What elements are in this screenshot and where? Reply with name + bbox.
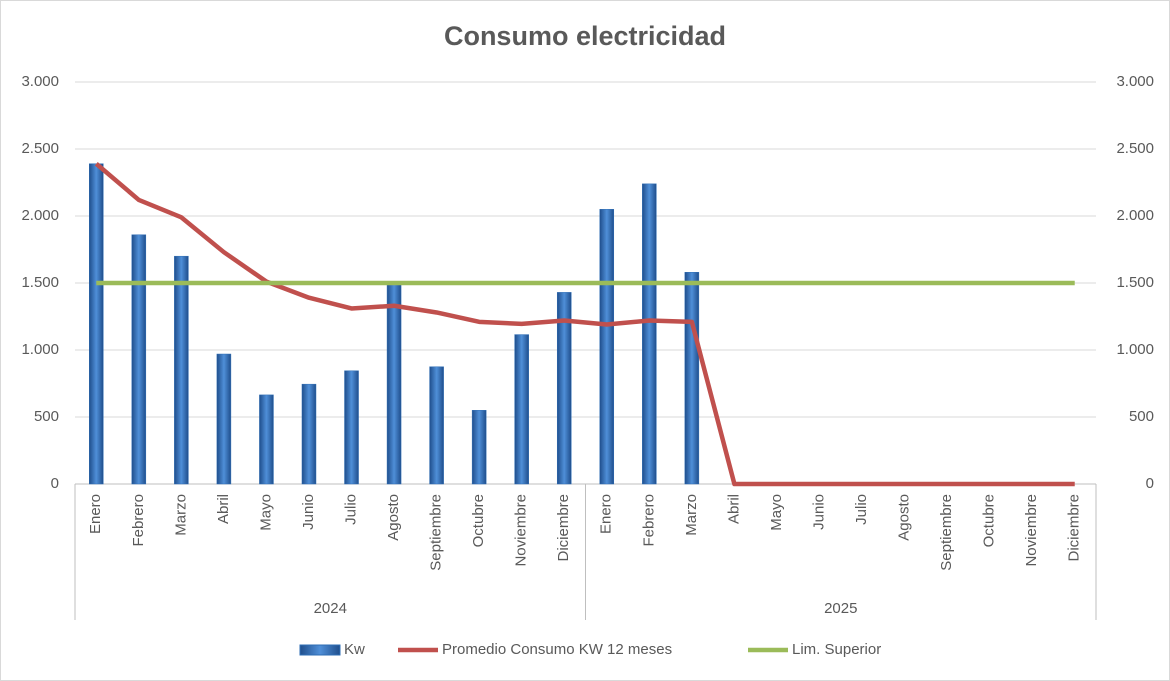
y-tick-label: 1.000 <box>21 341 59 358</box>
y-tick-label: 2.500 <box>21 140 59 157</box>
x-tick-label: Mayo <box>768 494 785 531</box>
x-tick-label: Enero <box>87 494 104 534</box>
group-label: 2025 <box>824 600 857 617</box>
y-tick-label: 1.500 <box>21 274 59 291</box>
y-tick-label: 2.000 <box>21 207 59 224</box>
legend-label: Kw <box>344 641 365 658</box>
x-tick-label: Julio <box>853 494 870 525</box>
x-tick-label: Noviembre <box>1023 494 1040 567</box>
x-tick-label: Julio <box>342 494 359 525</box>
bar <box>301 383 317 485</box>
x-tick-label: Junio <box>810 494 827 530</box>
bar <box>514 334 529 485</box>
x-tick-label: Octubre <box>981 494 998 547</box>
x-tick-label: Marzo <box>172 494 189 536</box>
x-tick-label: Diciembre <box>1066 494 1083 562</box>
bar <box>131 234 147 485</box>
y2-tick-label: 3.000 <box>1116 73 1154 90</box>
x-tick-label: Marzo <box>683 494 700 536</box>
x-tick-label: Febrero <box>130 494 147 547</box>
bar <box>642 183 657 485</box>
x-tick-label: Junio <box>300 494 317 530</box>
y-tick-label: 500 <box>34 408 59 425</box>
y2-tick-label: 500 <box>1129 408 1154 425</box>
y2-tick-label: 1.000 <box>1116 341 1154 358</box>
x-tick-label: Diciembre <box>555 494 572 562</box>
bar <box>259 394 274 485</box>
bar <box>599 209 615 485</box>
x-tick-label: Noviembre <box>513 494 530 567</box>
bar <box>684 272 700 485</box>
x-tick-label: Septiembre <box>428 494 445 571</box>
y-tick-label: 0 <box>51 475 59 492</box>
x-tick-label: Octubre <box>470 494 487 547</box>
x-tick-label: Mayo <box>257 494 274 531</box>
bar <box>344 370 359 485</box>
bar <box>429 366 444 485</box>
legend-swatch <box>299 644 341 656</box>
bar <box>471 410 487 485</box>
x-tick-label: Abril <box>215 494 232 524</box>
y-tick-label: 3.000 <box>21 73 59 90</box>
x-tick-label: Abril <box>725 494 742 524</box>
chart-title: Consumo electricidad <box>444 21 726 51</box>
bar <box>174 255 189 485</box>
legend-label: Lim. Superior <box>792 641 881 658</box>
line-series <box>94 162 1075 487</box>
x-tick-label: Agosto <box>896 494 913 541</box>
bar <box>216 353 232 485</box>
x-tick-label: Enero <box>598 494 615 534</box>
x-tick-label: Agosto <box>385 494 402 541</box>
group-label: 2024 <box>314 600 347 617</box>
y2-tick-label: 0 <box>1146 475 1154 492</box>
x-tick-label: Febrero <box>640 494 657 547</box>
bar <box>89 163 104 485</box>
y2-tick-label: 2.000 <box>1116 207 1154 224</box>
legend-label: Promedio Consumo KW 12 meses <box>442 641 672 658</box>
y2-tick-label: 1.500 <box>1116 274 1154 291</box>
y2-tick-label: 2.500 <box>1116 140 1154 157</box>
x-tick-label: Septiembre <box>938 494 955 571</box>
bar <box>386 284 402 485</box>
bar <box>556 292 572 485</box>
